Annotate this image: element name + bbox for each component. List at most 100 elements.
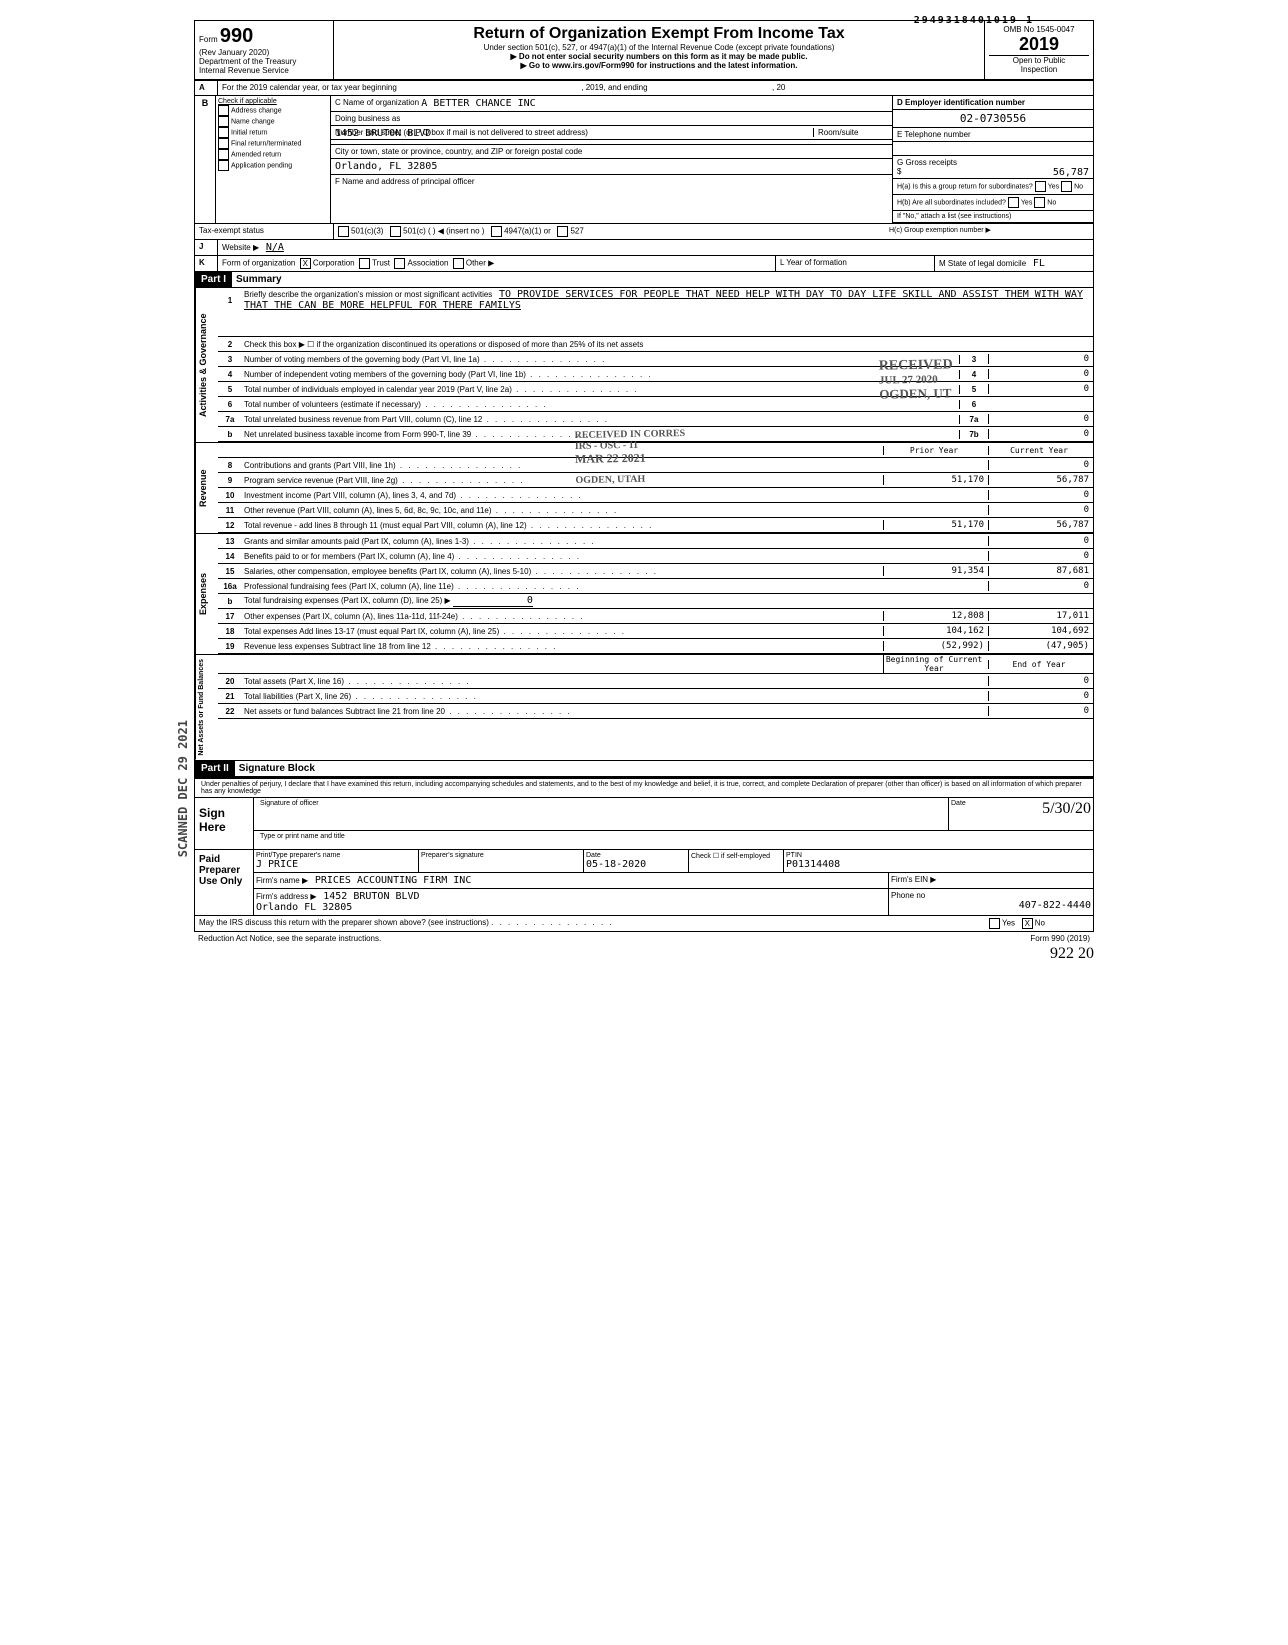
vert-governance: Activities & Governance: [195, 288, 218, 442]
h-note: If "No," attach a list (see instructions…: [893, 211, 1093, 223]
form-org-label: Form of organization: [222, 259, 295, 268]
website-label: Website ▶: [222, 243, 259, 252]
paid-label: Paid Preparer Use Only: [195, 850, 254, 915]
check-name[interactable]: [218, 116, 229, 127]
check-4947[interactable]: [491, 226, 502, 237]
ha-yes[interactable]: [1035, 181, 1046, 192]
exp-line: 19Revenue less expenses Subtract line 18…: [218, 639, 1093, 654]
m-val: FL: [1033, 258, 1045, 269]
check-final[interactable]: [218, 138, 229, 149]
gov-line: 3Number of voting members of the governi…: [218, 352, 1093, 367]
phone-val: 407-822-4440: [891, 900, 1091, 911]
hb-label: H(b) Are all subordinates included?: [897, 199, 1006, 206]
ptin-val: P01314408: [786, 859, 1091, 870]
website-val: N/A: [266, 242, 284, 253]
gov-line: 7aTotal unrelated business revenue from …: [218, 412, 1093, 427]
check-501c3[interactable]: [338, 226, 349, 237]
check-trust[interactable]: [359, 258, 370, 269]
line-i-label: Tax-exempt status: [199, 226, 264, 235]
side-stamp: SCANNED DEC 29 2021: [176, 720, 190, 857]
tax-year: 2019: [989, 34, 1089, 55]
ein-val: 02-0730556: [893, 110, 1093, 128]
line-a-text2: , 2019, and ending: [581, 83, 647, 92]
line-i: Tax-exempt status 501(c)(3) 501(c) ( ) ◀…: [194, 224, 1094, 240]
hb-no[interactable]: [1034, 197, 1045, 208]
firm-name: PRICES ACCOUNTING FIRM INC: [315, 875, 472, 886]
hb-yes[interactable]: [1008, 197, 1019, 208]
d-label: D Employer identification number: [893, 96, 1093, 110]
paid-preparer: Paid Preparer Use Only Print/Type prepar…: [194, 850, 1094, 916]
hand-page-num: 922 20: [194, 945, 1094, 963]
form-rev: (Rev January 2020): [199, 48, 269, 57]
check-other[interactable]: [453, 258, 464, 269]
form-warn1: ▶ Do not enter social security numbers o…: [338, 52, 980, 61]
check-527[interactable]: [557, 226, 568, 237]
check-pending[interactable]: [218, 160, 229, 171]
sig-officer-label: Signature of officer: [260, 800, 319, 807]
line1-text: Briefly describe the organization's miss…: [244, 290, 492, 299]
open-public: Open to Public: [1013, 56, 1065, 65]
prep-name: J PRICE: [256, 859, 416, 870]
check-corp[interactable]: X: [300, 258, 311, 269]
discuss-yes-check[interactable]: [989, 918, 1000, 929]
e-label: E Telephone number: [893, 128, 1093, 142]
form-dept: Department of the Treasury Internal Reve…: [199, 57, 296, 75]
ha-no[interactable]: [1061, 181, 1072, 192]
part2-header: Part II: [195, 761, 235, 776]
end-year-header: End of Year: [988, 660, 1093, 669]
f-label: F Name and address of principal officer: [335, 177, 474, 186]
check-assoc[interactable]: [394, 258, 405, 269]
net-line: 21Total liabilities (Part X, line 26)0: [218, 689, 1093, 704]
ptin-label: PTIN: [786, 852, 1091, 859]
check-applicable: Check if applicable: [218, 98, 328, 105]
inspection: Inspection: [1021, 65, 1057, 74]
prior-year-header: Prior Year: [883, 446, 988, 455]
ha-label: H(a) Is this a group return for subordin…: [897, 183, 1033, 190]
exp-line: 16aProfessional fundraising fees (Part I…: [218, 579, 1093, 594]
exp-line: 18Total expenses Add lines 13-17 (must e…: [218, 624, 1093, 639]
discuss-no-check[interactable]: X: [1022, 918, 1033, 929]
dba-label: Doing business as: [335, 114, 400, 123]
firm-name-label: Firm's name ▶: [256, 876, 308, 885]
line-a: A For the 2019 calendar year, or tax yea…: [194, 81, 1094, 96]
vert-expenses: Expenses: [195, 534, 218, 654]
rev-line: 10Investment income (Part VIII, column (…: [218, 488, 1093, 503]
net-line: 20Total assets (Part X, line 16)0: [218, 674, 1093, 689]
sign-here: Sign Here: [195, 798, 254, 849]
stamp-received: RECEIVED JUL 27 2020 OGDEN, UT: [879, 357, 954, 402]
part1-header: Part I: [195, 272, 232, 287]
rev-line: 11Other revenue (Part VIII, column (A), …: [218, 503, 1093, 518]
check-address[interactable]: [218, 105, 229, 116]
form-warn2: ▶ Go to www.irs.gov/Form990 for instruct…: [338, 61, 980, 70]
form-header: Form 990 (Rev January 2020) Department o…: [194, 20, 1094, 81]
type-name-label: Type or print name and title: [254, 831, 1093, 849]
room-label: Room/suite: [813, 128, 888, 137]
net-line: 22Net assets or fund balances Subtract l…: [218, 704, 1093, 719]
street-val: 1452 BRUTON BLVD: [335, 128, 431, 142]
line-j: J Website ▶ N/A: [194, 240, 1094, 256]
check-amended[interactable]: [218, 149, 229, 160]
gov-line: 4Number of independent voting members of…: [218, 367, 1093, 382]
prep-date: 05-18-2020: [586, 859, 686, 870]
firm-addr-label: Firm's address ▶: [256, 892, 317, 901]
current-year-header: Current Year: [988, 446, 1093, 455]
m-domicile: M State of legal domicile: [939, 259, 1026, 268]
section-b: B Check if applicable Address change Nam…: [194, 96, 1094, 224]
g-val: 56,787: [1053, 167, 1089, 178]
date-label: Date: [951, 800, 966, 807]
hc-label: H(c) Group exemption number ▶: [885, 224, 1093, 239]
begin-year-header: Beginning of Current Year: [883, 655, 988, 673]
check-501c[interactable]: [390, 226, 401, 237]
part1-title: Summary: [232, 272, 286, 287]
prep-name-label: Print/Type preparer's name: [256, 852, 416, 859]
phone-label: Phone no: [891, 891, 1091, 900]
form-subtitle: Under section 501(c), 527, or 4947(a)(1)…: [338, 43, 980, 52]
check-initial[interactable]: [218, 127, 229, 138]
exp-line: bTotal fundraising expenses (Part IX, co…: [218, 594, 1093, 609]
exp-line: 14Benefits paid to or for members (Part …: [218, 549, 1093, 564]
line-a-text3: , 20: [772, 83, 785, 92]
exp-line: 15Salaries, other compensation, employee…: [218, 564, 1093, 579]
gov-line: 6Total number of volunteers (estimate if…: [218, 397, 1093, 412]
vert-revenue: Revenue: [195, 443, 218, 533]
rev-line: 12Total revenue - add lines 8 through 11…: [218, 518, 1093, 533]
